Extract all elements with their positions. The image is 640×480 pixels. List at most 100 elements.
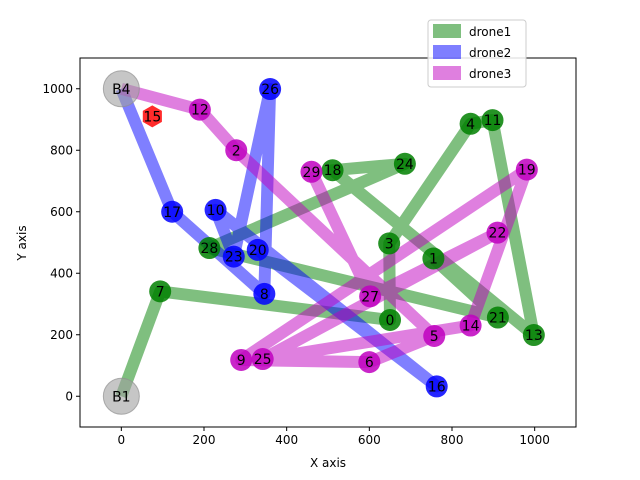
- waypoint-11: 11: [481, 109, 504, 132]
- x-tick-label: 600: [358, 433, 381, 447]
- waypoint-marker: [358, 351, 381, 374]
- waypoint-marker: [222, 245, 245, 268]
- point-label: 15: [143, 109, 161, 125]
- waypoint-26: 26: [259, 78, 282, 101]
- waypoint-2: 2: [225, 139, 248, 162]
- point-label: 26: [261, 82, 279, 98]
- waypoint-marker: [230, 348, 253, 371]
- point-label: 1: [429, 251, 438, 267]
- point-label: 27: [361, 289, 379, 305]
- waypoint-marker: [225, 139, 248, 162]
- point-label: 5: [430, 329, 439, 345]
- point-label: 12: [191, 103, 209, 119]
- x-axis-label: X axis: [310, 456, 346, 470]
- waypoint-marker: [161, 200, 184, 223]
- x-tick-label: 1000: [519, 433, 550, 447]
- point-label: 22: [489, 226, 507, 242]
- waypoint-marker: [486, 221, 509, 244]
- point-label: 17: [163, 205, 181, 221]
- point-label: 23: [225, 250, 243, 266]
- waypoint-14: 14: [459, 314, 482, 337]
- x-tick-label: 400: [275, 433, 298, 447]
- waypoint-marker: [253, 282, 276, 305]
- base-label: B4: [112, 82, 131, 98]
- waypoint-marker: [481, 109, 504, 132]
- point-label: 16: [428, 379, 446, 395]
- legend: drone1 drone2 drone3: [427, 19, 527, 88]
- base-markers: B4 B1: [102, 70, 140, 415]
- point-label: 11: [484, 113, 502, 129]
- x-tick-label: 800: [441, 433, 464, 447]
- waypoint-28: 28: [198, 237, 221, 260]
- waypoint-marker: [486, 306, 509, 329]
- waypoint-marker: [204, 198, 227, 221]
- waypoint-1: 1: [422, 247, 445, 270]
- waypoint-6: 6: [358, 351, 381, 374]
- waypoint-marker: [251, 348, 274, 371]
- point-label: 4: [466, 117, 475, 133]
- waypoint-21: 21: [486, 306, 509, 329]
- waypoint-marker: [422, 247, 445, 270]
- waypoint-25: 25: [251, 348, 274, 371]
- y-axis-ticks: 0 200 400 600 800 1000: [42, 82, 80, 403]
- waypoint-marker: [393, 152, 416, 175]
- waypoint-marker: [425, 375, 448, 398]
- point-label: 20: [249, 243, 267, 259]
- waypoint-18: 18: [321, 159, 344, 182]
- waypoint-7: 7: [149, 280, 172, 303]
- legend-swatch-drone1: [433, 24, 461, 38]
- waypoint-12: 12: [188, 98, 211, 121]
- waypoint-marker: [321, 159, 344, 182]
- legend-label-drone1: drone1: [469, 25, 511, 39]
- x-axis-ticks: 0 200 400 600 800 1000: [118, 427, 550, 447]
- legend-label-drone3: drone3: [469, 67, 511, 81]
- y-tick-label: 1000: [42, 82, 73, 96]
- x-tick-label: 0: [118, 433, 126, 447]
- legend-swatch-drone2: [433, 45, 461, 59]
- route-lines: [115, 83, 540, 399]
- waypoint-23: 23: [222, 245, 245, 268]
- waypoint-marker: [423, 324, 446, 347]
- point-label: 0: [386, 313, 395, 329]
- y-tick-label: 0: [65, 389, 73, 403]
- y-tick-label: 200: [50, 328, 73, 342]
- waypoint-marker: [149, 280, 172, 303]
- point-label: 7: [156, 284, 165, 300]
- legend-label-drone2: drone2: [469, 46, 511, 60]
- waypoint-marker: [246, 238, 269, 261]
- waypoint-marker: [515, 158, 538, 181]
- base-b4: B4: [102, 70, 140, 108]
- point-label: 3: [385, 236, 394, 252]
- y-tick-label: 800: [50, 143, 73, 157]
- waypoint-3: 3: [378, 232, 401, 255]
- waypoint-9: 9: [230, 348, 253, 371]
- point-label: 18: [324, 163, 342, 179]
- point-label: 19: [518, 163, 536, 179]
- point-label: 14: [462, 319, 480, 335]
- waypoint-marker: [300, 160, 323, 183]
- waypoint-0: 0: [379, 308, 401, 331]
- point-label: 8: [260, 287, 269, 303]
- point-label: 29: [303, 165, 321, 181]
- point-label: 2: [232, 143, 241, 159]
- waypoint-marker: [259, 78, 282, 101]
- point-label: 13: [525, 328, 543, 344]
- point-label: 10: [207, 203, 225, 219]
- waypoint-marker: [459, 314, 482, 337]
- waypoint-4: 4: [459, 112, 482, 135]
- waypoint-marker: [378, 232, 401, 255]
- point-label: 24: [396, 157, 414, 173]
- base-b1: B1: [102, 377, 140, 415]
- point-label: 9: [237, 353, 246, 369]
- waypoint-marker: [459, 112, 482, 135]
- waypoint-29: 29: [300, 160, 323, 183]
- waypoint-24: 24: [393, 152, 416, 175]
- y-axis-label: Y axis: [15, 225, 29, 261]
- special-point-15: 15: [142, 105, 162, 128]
- waypoint-17: 17: [161, 200, 184, 223]
- waypoint-marker: [359, 285, 382, 308]
- waypoint-5: 5: [423, 324, 446, 347]
- base-marker: [102, 70, 140, 108]
